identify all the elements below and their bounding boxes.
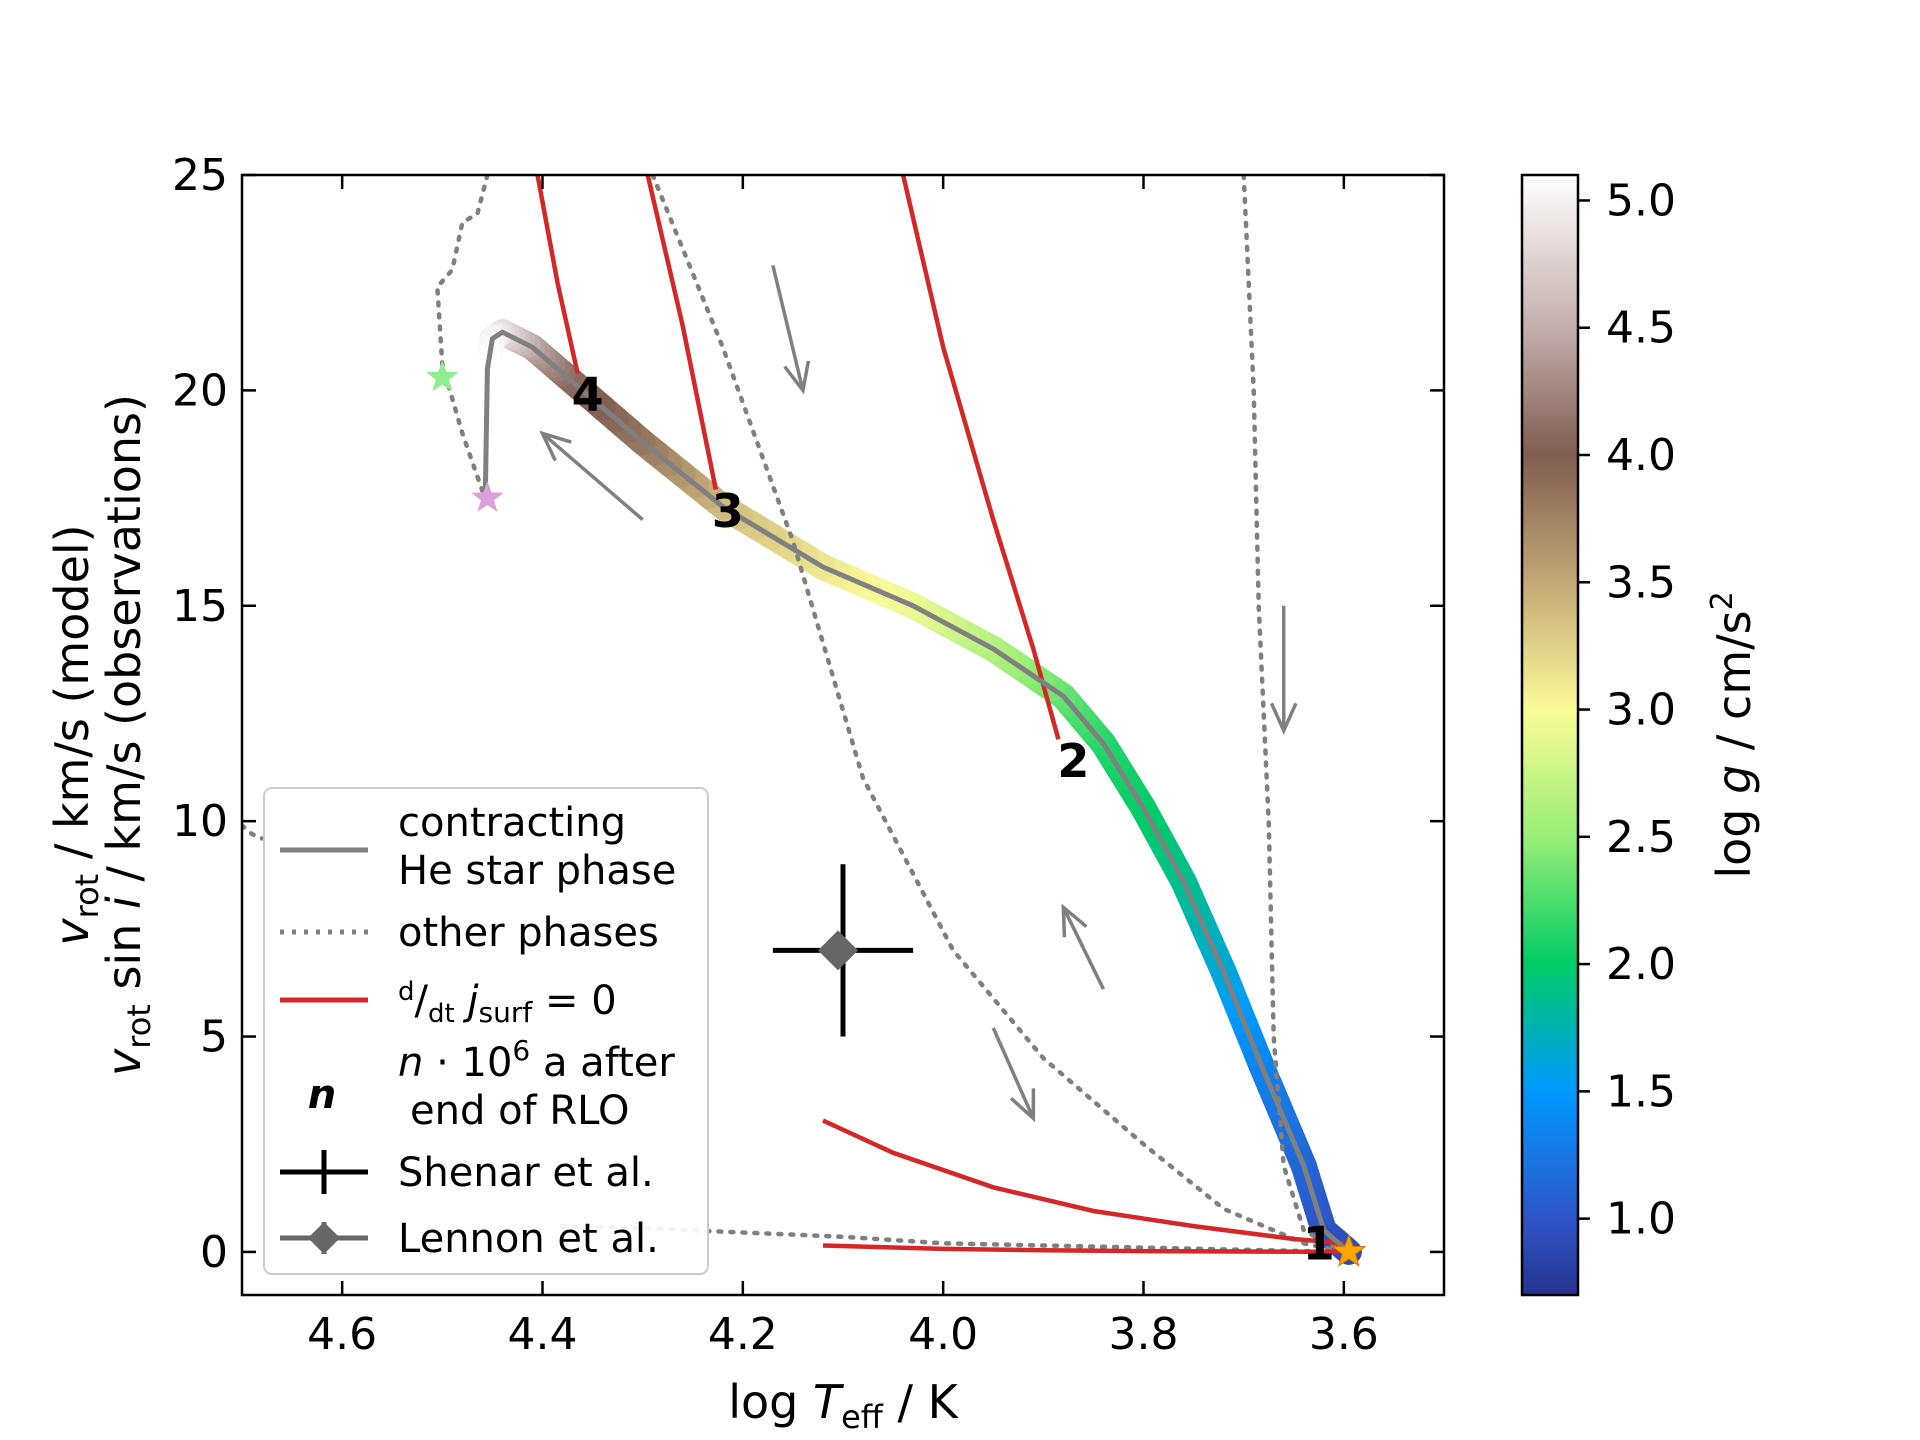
y-tick-label: 5 xyxy=(200,1012,228,1063)
x-tick-label: 4.0 xyxy=(908,1309,978,1360)
y-tick-label: 0 xyxy=(200,1227,228,1278)
plot-frame xyxy=(240,173,1446,1297)
direction-arrow-4 xyxy=(1061,903,1106,990)
direction-arrow-shaft xyxy=(991,1027,1035,1120)
observation-lennon-diamond xyxy=(817,930,858,971)
direction-arrow-5 xyxy=(991,1027,1036,1123)
colorbar-tick-label: 1.0 xyxy=(1606,1194,1676,1245)
legend-label-time-marker-2: end of RLO xyxy=(410,1088,629,1134)
colorbar-tick-label: 3.5 xyxy=(1606,557,1676,608)
legend-swatch-errorbar xyxy=(280,1150,368,1194)
legend-swatch-time-marker: n xyxy=(308,1072,336,1118)
other-phases-line-2 xyxy=(650,175,1347,1255)
y-tick-label: 15 xyxy=(172,581,228,632)
legend-label-lennon: Lennon et al. xyxy=(398,1216,659,1262)
direction-arrow-head xyxy=(1061,903,1088,938)
y-axis-label: vrot sin i / km/s (observations) vrot / … xyxy=(45,394,158,1076)
y-tick-label: 10 xyxy=(172,796,228,847)
time-marker-3: 3 xyxy=(712,484,744,538)
direction-arrow-shaft xyxy=(1061,906,1106,990)
star-marker-green xyxy=(426,360,459,392)
other-phases-line-5 xyxy=(560,1223,1347,1255)
direction-arrow-3 xyxy=(1269,605,1298,735)
x-tick-label: 3.6 xyxy=(1309,1309,1379,1360)
colorbar-tick-label: 2.0 xyxy=(1606,939,1676,990)
direction-arrow-2 xyxy=(539,430,644,521)
x-tick-label: 4.2 xyxy=(708,1309,778,1360)
direction-arrow-1 xyxy=(771,265,811,395)
jsurf-zero-line-5 xyxy=(822,1243,1344,1255)
legend-label-time-marker-1: n · 106 a after xyxy=(398,1034,675,1086)
time-marker-2: 2 xyxy=(1057,734,1089,788)
other-phases-line-1 xyxy=(434,175,490,505)
direction-arrow-shaft xyxy=(771,265,805,391)
svg-text:vrot sin i / km/s (observation: vrot sin i / km/s (observations) xyxy=(97,394,158,1076)
direction-arrow-head xyxy=(783,360,811,395)
star-marker-start xyxy=(1331,1233,1367,1267)
x-tick-label: 3.8 xyxy=(1109,1309,1179,1360)
colorbar-tick-label: 4.0 xyxy=(1606,430,1676,481)
colorbar xyxy=(1520,173,1580,1297)
direction-arrow-head xyxy=(1009,1088,1036,1123)
x-tick-label: 4.6 xyxy=(307,1309,377,1360)
legend-label-he-star-phase: He star phase xyxy=(398,848,676,894)
time-marker-4: 4 xyxy=(572,368,604,422)
contracting-track-line xyxy=(482,329,1351,1254)
y-tick-label: 25 xyxy=(172,150,228,201)
direction-arrow-shaft xyxy=(541,432,644,521)
y-tick-label: 20 xyxy=(172,365,228,416)
direction-arrow-head xyxy=(1269,702,1298,735)
colorbar-tick-label: 5.0 xyxy=(1606,175,1676,226)
colorbar-label: log g / cm/s2 xyxy=(1705,591,1761,878)
legend-label-contracting: contracting xyxy=(398,800,626,846)
jsurf-zero-line-2 xyxy=(645,175,719,490)
direction-arrow-head xyxy=(539,430,572,462)
legend-label-jsurf: d/dt jsurf = 0 xyxy=(398,977,617,1029)
svg-text:vrot / km/s (model): vrot / km/s (model) xyxy=(45,524,106,945)
jsurf-zero-line-1 xyxy=(535,175,580,374)
legend-label-shenar: Shenar et al. xyxy=(398,1150,654,1196)
time-marker-1: 1 xyxy=(1303,1216,1335,1270)
legend-swatch-diamond xyxy=(280,1222,368,1254)
other-phases-line-4 xyxy=(242,823,265,841)
other-phases-line-3 xyxy=(1241,175,1347,1255)
svg-text:log g / cm/s2: log g / cm/s2 xyxy=(1705,591,1761,878)
star-marker-violet xyxy=(471,481,504,512)
colorbar-tick-label: 3.0 xyxy=(1606,685,1676,736)
x-tick-label: 4.4 xyxy=(508,1309,578,1360)
legend-label-other-phases: other phases xyxy=(398,910,659,956)
colorbar-tick-label: 4.5 xyxy=(1606,303,1676,354)
colorbar-tick-label: 2.5 xyxy=(1606,812,1676,863)
x-axis-label: log Teff / K xyxy=(728,1375,959,1436)
colorbar-tick-label: 1.5 xyxy=(1606,1066,1676,1117)
legend: contracting He star phase other phases d… xyxy=(263,787,709,1275)
jsurf-zero-line-4 xyxy=(822,1118,1344,1246)
